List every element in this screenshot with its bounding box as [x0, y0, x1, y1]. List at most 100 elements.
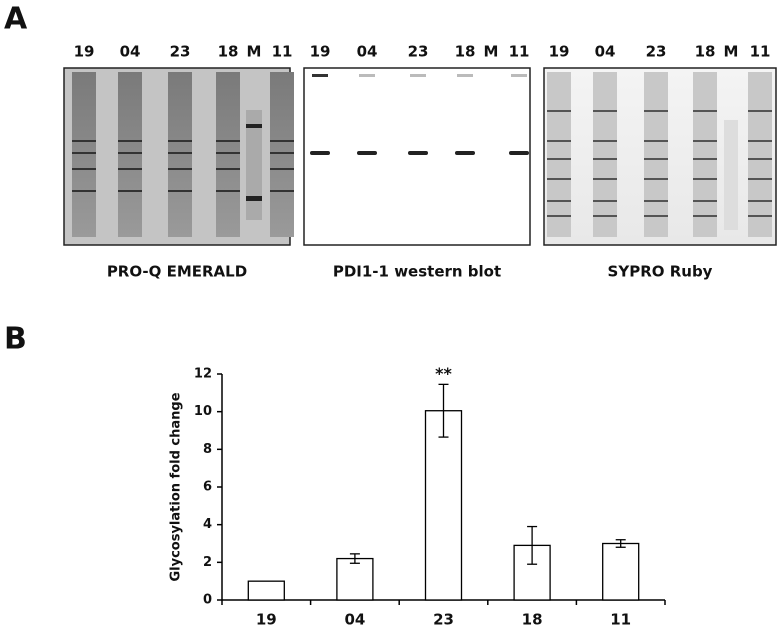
gel-band: [118, 140, 142, 142]
error-bar: [615, 539, 626, 548]
gel-lane: [593, 72, 617, 237]
x-tick-label: 04: [344, 611, 365, 629]
gel-lane: [246, 110, 262, 220]
gel-band: [547, 110, 571, 112]
lane-label: 19: [74, 43, 95, 61]
gel-band: [216, 152, 240, 154]
gel-band: [270, 190, 294, 192]
gel-band: [457, 74, 473, 77]
gel-band: [216, 190, 240, 192]
gel-band: [216, 140, 240, 142]
gel-band: [511, 74, 527, 77]
gel-image: [303, 67, 531, 246]
gel-band: [509, 151, 529, 155]
lane-label: 23: [408, 43, 429, 61]
gel-band: [168, 152, 192, 154]
gel-band: [168, 168, 192, 170]
gel-band: [593, 158, 617, 160]
y-tick-label: 8: [203, 442, 212, 457]
gel-band: [593, 140, 617, 142]
y-tick-label: 6: [203, 480, 212, 495]
lane-label: 11: [272, 43, 293, 61]
gel-lane: [693, 72, 717, 237]
gel-band: [644, 110, 668, 112]
error-bar: [438, 383, 449, 438]
gel-band: [748, 200, 772, 202]
gel-band: [644, 158, 668, 160]
gel-band: [593, 215, 617, 217]
gel-band: [644, 178, 668, 180]
bar: [424, 410, 463, 601]
error-bar: [527, 525, 538, 565]
y-tick-label: 4: [203, 517, 212, 532]
lane-label: 18: [218, 43, 239, 61]
gel-band: [246, 196, 262, 201]
gel-band: [357, 151, 377, 155]
x-tick-label: 18: [522, 611, 543, 629]
gel-lane: [547, 72, 571, 237]
gel-caption: SYPRO Ruby: [608, 263, 713, 281]
gel-band: [72, 140, 96, 142]
lane-label: 18: [455, 43, 476, 61]
gel-lane: [72, 72, 96, 237]
lane-label: 19: [310, 43, 331, 61]
gel-band: [72, 190, 96, 192]
gel-band: [547, 200, 571, 202]
gel-lane: [748, 72, 772, 237]
x-tick-label: 23: [433, 611, 454, 629]
gel-band: [118, 168, 142, 170]
gel-band: [72, 152, 96, 154]
gels: 19 04 23 18 M 11 PRO-Q EMERALD 19 04 23 18 M 11 PDI1-…: [63, 43, 777, 281]
error-bar: [349, 553, 360, 564]
gel-band: [410, 74, 426, 77]
gel-band: [748, 215, 772, 217]
gel-band: [270, 140, 294, 142]
y-tick-label: 0: [203, 593, 212, 608]
gel-band: [693, 140, 717, 142]
gel-band: [693, 200, 717, 202]
gel-band: [593, 178, 617, 180]
gel-band: [118, 190, 142, 192]
gel-band: [748, 140, 772, 142]
bar: [602, 542, 640, 601]
y-axis-label: Glycosylation fold change: [169, 392, 184, 581]
gel-lane: [216, 72, 240, 237]
gel-caption: PDI1-1 western blot: [333, 263, 501, 281]
lane-label: M: [724, 43, 739, 61]
gel-band: [693, 215, 717, 217]
gel-band: [118, 152, 142, 154]
gel-band: [359, 74, 375, 77]
gel-band: [748, 178, 772, 180]
gel-lane: [724, 120, 738, 230]
bar: [247, 580, 285, 601]
gel-lane: [270, 72, 294, 237]
y-tick-label: 10: [194, 404, 212, 419]
gel-lane: [118, 72, 142, 237]
gel-band: [310, 151, 330, 155]
gel-caption: PRO-Q EMERALD: [107, 263, 247, 281]
gel-band: [593, 200, 617, 202]
gel-band: [270, 152, 294, 154]
gel-band: [547, 178, 571, 180]
gel-band: [72, 168, 96, 170]
lane-label: M: [247, 43, 262, 61]
gel-band: [693, 178, 717, 180]
gel-band: [693, 158, 717, 160]
gel-band: [270, 168, 294, 170]
gel-band: [547, 158, 571, 160]
lane-label: 04: [595, 43, 616, 61]
panel-label: B: [4, 322, 27, 357]
gel-band: [168, 190, 192, 192]
gel-band: [168, 140, 192, 142]
gel-band: [644, 215, 668, 217]
gel-band: [312, 74, 328, 77]
lane-label: 23: [170, 43, 191, 61]
gel-lane: [644, 72, 668, 237]
lane-label: 04: [357, 43, 378, 61]
panel-label: A: [4, 2, 28, 37]
gel-band: [547, 215, 571, 217]
x-tick-label: 19: [256, 611, 277, 629]
bar: [336, 557, 374, 601]
lane-label: 19: [549, 43, 570, 61]
lane-label: 04: [120, 43, 141, 61]
